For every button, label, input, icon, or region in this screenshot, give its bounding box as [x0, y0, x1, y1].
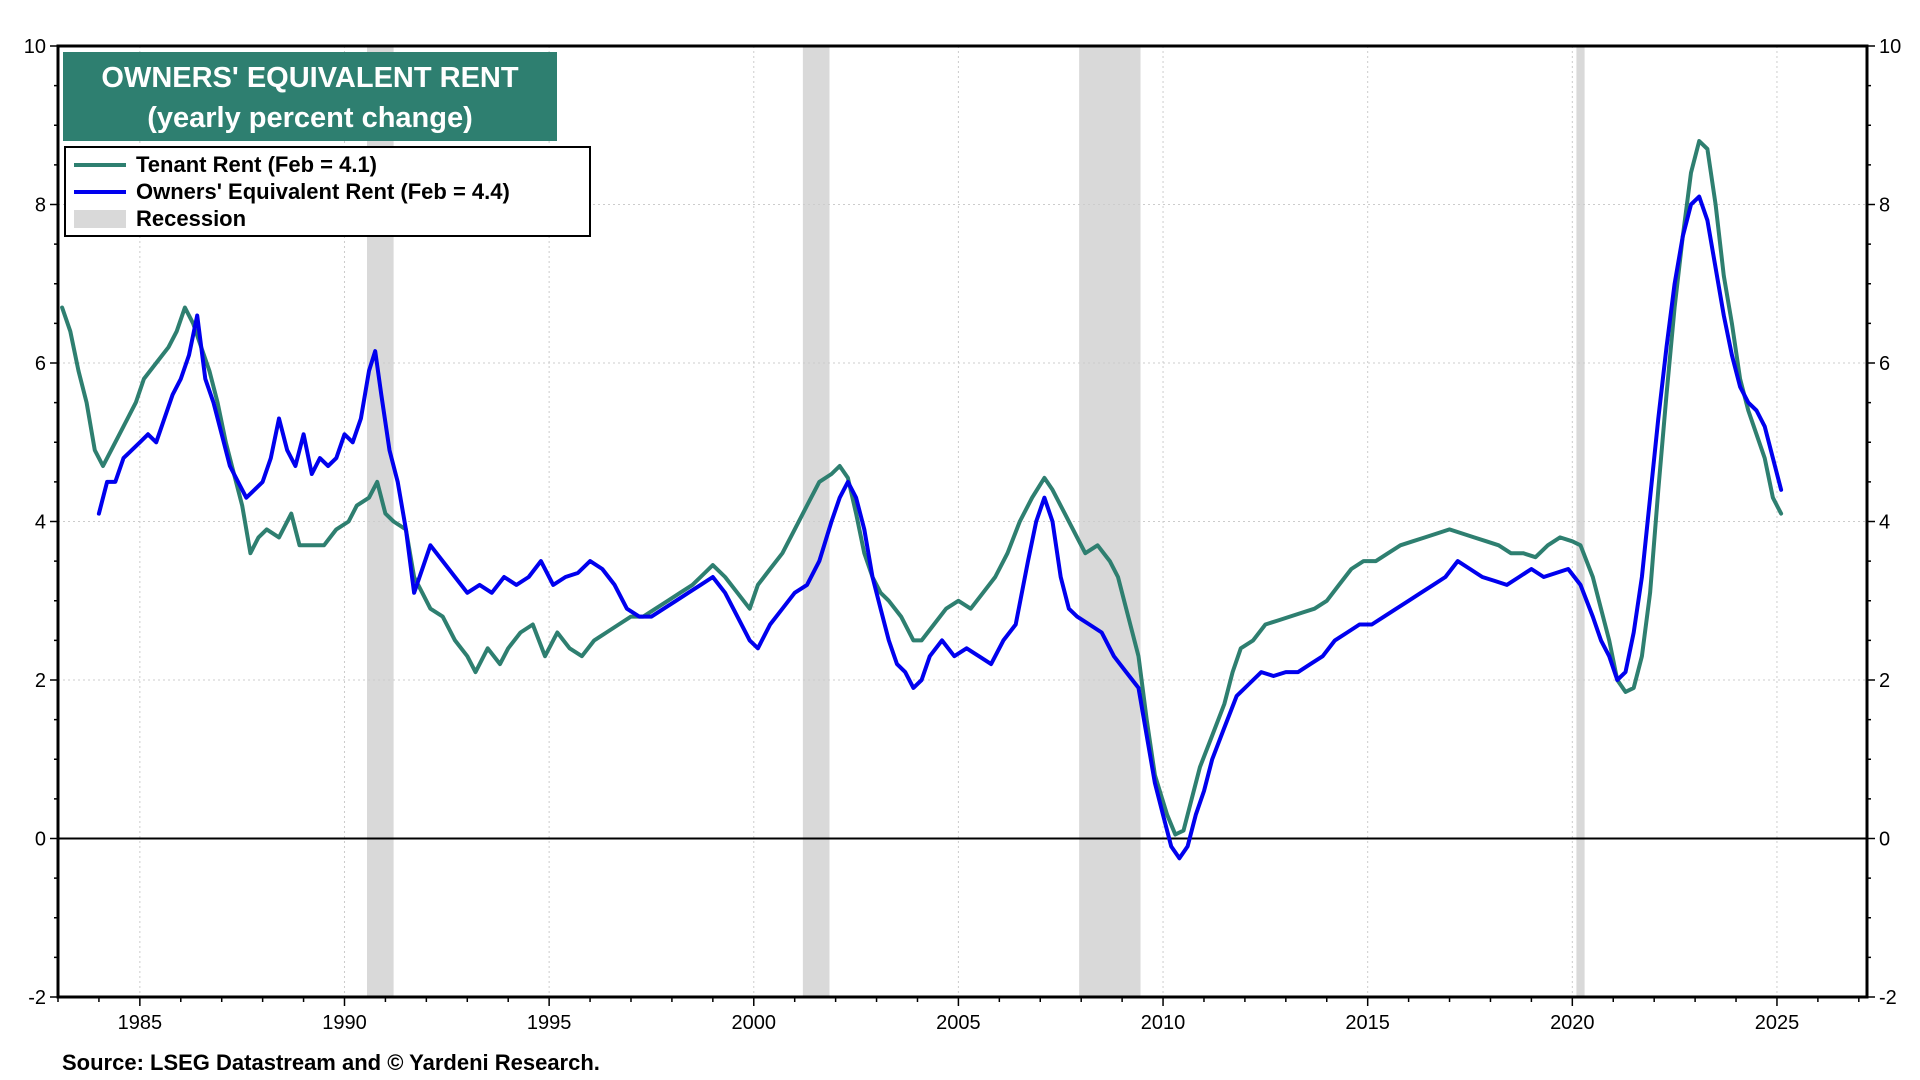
y-tick-label-right-2: 2	[1879, 670, 1890, 692]
x-tick-label-2020: 2020	[1550, 1012, 1595, 1034]
y-tick-label-right-10: 10	[1879, 36, 1901, 58]
x-tick-label-2005: 2005	[936, 1012, 981, 1034]
x-tick-label-2000: 2000	[732, 1012, 777, 1034]
y-tick-label-left-0: 0	[35, 829, 46, 851]
y-tick-label-left-6: 6	[35, 353, 46, 375]
x-tick-label-2010: 2010	[1141, 1012, 1186, 1034]
chart-title-box: OWNERS' EQUIVALENT RENT (yearly percent …	[63, 52, 557, 141]
y-tick-label-right-0: 0	[1879, 829, 1890, 851]
legend: Tenant Rent (Feb = 4.1) Owners' Equivale…	[64, 146, 591, 237]
y-tick-label-left-10: 10	[24, 36, 46, 58]
recession-band-2	[802, 46, 830, 997]
y-tick-label-left-2: 2	[35, 670, 46, 692]
legend-label-tenant-rent: Tenant Rent (Feb = 4.1)	[136, 152, 378, 177]
y-tick-label-right-8: 8	[1879, 195, 1890, 217]
x-tick-label-2015: 2015	[1345, 1012, 1390, 1034]
series-line-tenant-rent	[60, 139, 1784, 837]
series-lines	[60, 139, 1784, 861]
y-tick-label-right-6: 6	[1879, 353, 1890, 375]
x-tick-label-2025: 2025	[1755, 1012, 1800, 1034]
x-tick-label-1985: 1985	[118, 1012, 163, 1034]
chart-title: OWNERS' EQUIVALENT RENT	[101, 62, 519, 94]
legend-label-oer: Owners' Equivalent Rent (Feb = 4.4)	[136, 179, 510, 204]
legend-label-recession: Recession	[136, 206, 247, 231]
legend-swatch-oer	[74, 190, 126, 194]
chart-subtitle: (yearly percent change)	[147, 102, 473, 134]
recession-band-4	[1576, 46, 1585, 997]
y-tick-label-right--2: -2	[1879, 987, 1897, 1009]
legend-item-recession: Recession	[74, 206, 246, 232]
legend-item-oer: Owners' Equivalent Rent (Feb = 4.4)	[74, 179, 510, 205]
x-tick-label-1990: 1990	[322, 1012, 367, 1034]
y-tick-label-right-4: 4	[1879, 512, 1890, 534]
axes: 1985 1990 1995 2000 2005 2010 2015 2020 2025-2 -2…	[24, 36, 1902, 1034]
x-tick-label-1995: 1995	[527, 1012, 572, 1034]
legend-item-tenant-rent: Tenant Rent (Feb = 4.1)	[74, 152, 377, 178]
legend-swatch-tenant-rent	[74, 163, 126, 167]
legend-swatch-recession	[74, 210, 126, 228]
y-tick-label-left-8: 8	[35, 195, 46, 217]
y-tick-label-left--2: -2	[28, 987, 46, 1009]
source-note: Source: LSEG Datastream and © Yardeni Re…	[62, 1050, 600, 1075]
series-line-oer	[96, 194, 1784, 861]
y-tick-label-left-4: 4	[35, 512, 46, 534]
